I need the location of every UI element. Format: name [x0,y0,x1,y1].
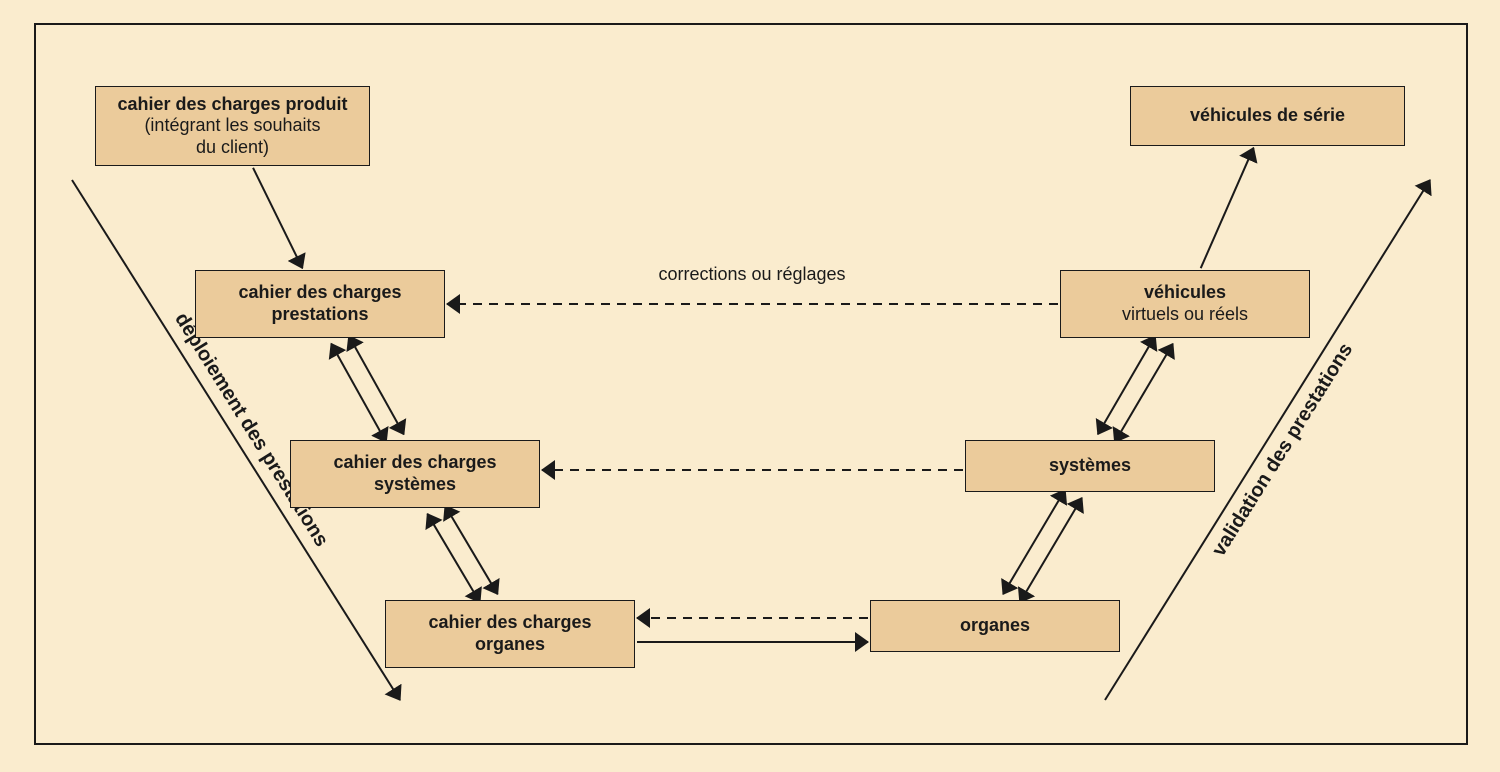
node-cdc-produit: cahier des charges produit(intégrant les… [95,86,370,166]
diag-label-validation: validation des prestations [1208,339,1358,560]
edge-cdc-prestations-to-cdc-systemes [349,336,404,435]
edge-systemes-to-vehicules [1098,336,1155,435]
node-cdc-organes-line0: cahier des charges [428,612,591,634]
node-cdc-produit-line1: (intégrant les souhaits [144,115,320,137]
node-cdc-produit-line0: cahier des charges produit [117,94,347,116]
edge-vehicules-to-v-serie [1201,148,1254,268]
node-cdc-prestations-line0: cahier des charges [238,282,401,304]
label-corrections: corrections ou réglages [658,264,845,285]
node-cdc-prestations: cahier des chargesprestations [195,270,445,338]
node-organes: organes [870,600,1120,652]
edge-cdc-systemes-to-cdc-organes [427,514,479,603]
diagram-canvas: déploiement des prestations validation de… [0,0,1500,772]
node-cdc-produit-line2: du client) [196,137,269,159]
edge-organes-to-systemes [1003,490,1065,595]
node-v-serie-line0: véhicules de série [1190,105,1345,127]
node-vehicules: véhiculesvirtuels ou réels [1060,270,1310,338]
node-v-serie: véhicules de série [1130,86,1405,146]
node-cdc-organes-line1: organes [475,634,545,656]
edge-organes-to-systemes [1020,498,1082,603]
edge-cdc-prestations-to-cdc-systemes [331,344,386,443]
node-cdc-organes: cahier des chargesorganes [385,600,635,668]
node-vehicules-line1: virtuels ou réels [1122,304,1248,326]
diag-label-deploiement: déploiement des prestations [170,309,333,551]
node-cdc-prestations-line1: prestations [271,304,368,326]
node-systemes: systèmes [965,440,1215,492]
node-cdc-systemes-line0: cahier des charges [333,452,496,474]
edge-cdc-produit-to-cdc-prestations [253,168,302,268]
edge-systemes-to-vehicules [1115,344,1173,443]
edge-cdc-systemes-to-cdc-organes [445,506,497,595]
node-vehicules-line0: véhicules [1144,282,1226,304]
node-cdc-systemes-line1: systèmes [374,474,456,496]
node-systemes-line0: systèmes [1049,455,1131,477]
node-organes-line0: organes [960,615,1030,637]
node-cdc-systemes: cahier des chargessystèmes [290,440,540,508]
